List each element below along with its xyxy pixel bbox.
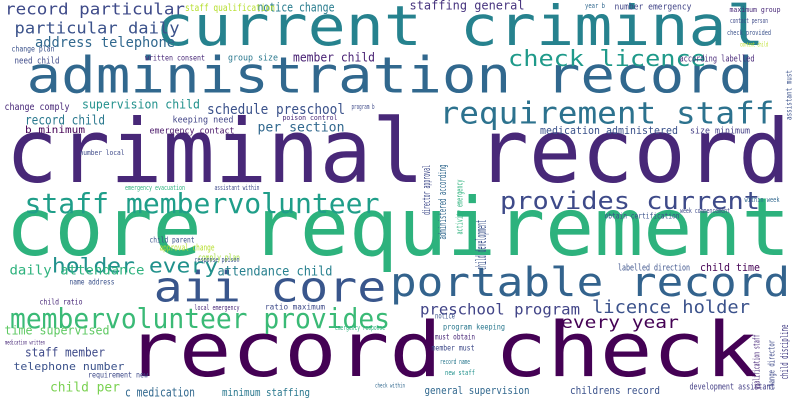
word: year b bbox=[585, 2, 605, 10]
word: member child bbox=[293, 51, 375, 65]
word: every year bbox=[561, 313, 679, 333]
word: staffing general bbox=[410, 0, 525, 13]
word: per section bbox=[258, 121, 345, 136]
word: keeping need bbox=[173, 116, 234, 126]
word: requirement new bbox=[88, 371, 148, 380]
word: telephone number bbox=[14, 360, 125, 373]
word: emergency contact bbox=[150, 127, 235, 137]
word: content child bbox=[740, 42, 768, 49]
word: requirement staff bbox=[440, 97, 775, 132]
word: within week bbox=[745, 196, 781, 204]
word: according labelled bbox=[680, 55, 755, 65]
word: preschool program bbox=[420, 301, 580, 319]
word: staff membervolunteer bbox=[25, 187, 380, 220]
word: childrens record bbox=[570, 384, 660, 397]
word: current criminal bbox=[155, 0, 764, 58]
word: provides current bbox=[500, 187, 760, 215]
word: staff member bbox=[25, 346, 105, 360]
word: written consent bbox=[145, 54, 205, 63]
word: licence holder bbox=[592, 297, 750, 318]
word: c medication bbox=[125, 386, 195, 400]
word: record name bbox=[440, 358, 470, 366]
word: portable record bbox=[390, 260, 790, 306]
word: time supervised bbox=[5, 324, 110, 338]
word: approval change bbox=[160, 244, 215, 254]
word: poison control bbox=[283, 114, 338, 122]
word: response poison bbox=[195, 256, 240, 264]
word: check licence bbox=[508, 47, 706, 72]
word: new staff bbox=[445, 369, 475, 377]
word: assistant must bbox=[785, 70, 794, 120]
word: schedule preschool bbox=[207, 102, 345, 118]
word: change comply bbox=[5, 102, 70, 113]
word: aii core bbox=[154, 263, 387, 312]
word: contact person bbox=[730, 17, 768, 25]
word: b minimum bbox=[25, 125, 85, 136]
word: core requirement bbox=[6, 181, 791, 274]
word: holder every bbox=[52, 254, 218, 278]
word: particular daily bbox=[15, 19, 180, 38]
word: ratio maximum bbox=[265, 303, 325, 312]
word: change plan bbox=[12, 45, 55, 54]
word: size minimum bbox=[690, 127, 750, 137]
word: must obtain bbox=[435, 333, 475, 342]
word: comply plan bbox=[198, 254, 240, 264]
word: program keeping bbox=[443, 323, 505, 332]
word: member must bbox=[432, 344, 475, 353]
word: child parent bbox=[150, 236, 195, 245]
word: activity emergency bbox=[456, 179, 466, 234]
word: medication administered bbox=[540, 124, 678, 137]
word: address telephone bbox=[35, 35, 175, 51]
word: staff qualification bbox=[185, 3, 275, 14]
word: administration record bbox=[27, 47, 754, 105]
word: development assistant bbox=[690, 383, 775, 393]
word: administered according bbox=[436, 165, 449, 240]
word: medication written bbox=[5, 340, 45, 347]
word: assistant within bbox=[215, 184, 260, 192]
word: group size bbox=[228, 54, 278, 64]
word: check within bbox=[375, 383, 405, 390]
word: record particular bbox=[5, 0, 185, 19]
word: obtain certification bbox=[605, 212, 680, 221]
word: maximum group bbox=[730, 6, 781, 14]
word: child discipline bbox=[778, 325, 791, 380]
word: attendance child bbox=[218, 265, 333, 280]
word: membervolunteer provides bbox=[10, 302, 390, 335]
word: record check bbox=[126, 305, 757, 394]
word: child time bbox=[700, 261, 760, 274]
word: need child bbox=[15, 57, 60, 67]
word: notice bbox=[435, 312, 455, 321]
word: general supervision bbox=[425, 384, 530, 397]
word: qualification staff bbox=[753, 335, 763, 390]
word: child ratio bbox=[40, 298, 83, 307]
word: number emergency bbox=[615, 3, 693, 13]
word: child development bbox=[474, 220, 490, 270]
word: emergency response bbox=[335, 324, 385, 332]
word: change director bbox=[768, 340, 778, 390]
word: notice change bbox=[258, 1, 335, 15]
word: program b bbox=[352, 103, 375, 111]
word: week commencement bbox=[680, 207, 730, 215]
word: local emergency bbox=[195, 304, 240, 312]
word: supervision child bbox=[82, 98, 200, 112]
word: emergency evacuation bbox=[125, 184, 185, 192]
word: labelled direction bbox=[618, 264, 690, 274]
word: number local bbox=[80, 149, 125, 157]
word: child per bbox=[50, 381, 120, 396]
word: name address bbox=[70, 278, 115, 287]
word: criminal record bbox=[6, 100, 791, 203]
word: minimum staffing bbox=[222, 386, 310, 399]
word: daily attendance bbox=[10, 264, 145, 279]
word: director approval bbox=[420, 165, 433, 215]
word: check provided bbox=[727, 29, 771, 37]
word: record child bbox=[25, 114, 105, 129]
